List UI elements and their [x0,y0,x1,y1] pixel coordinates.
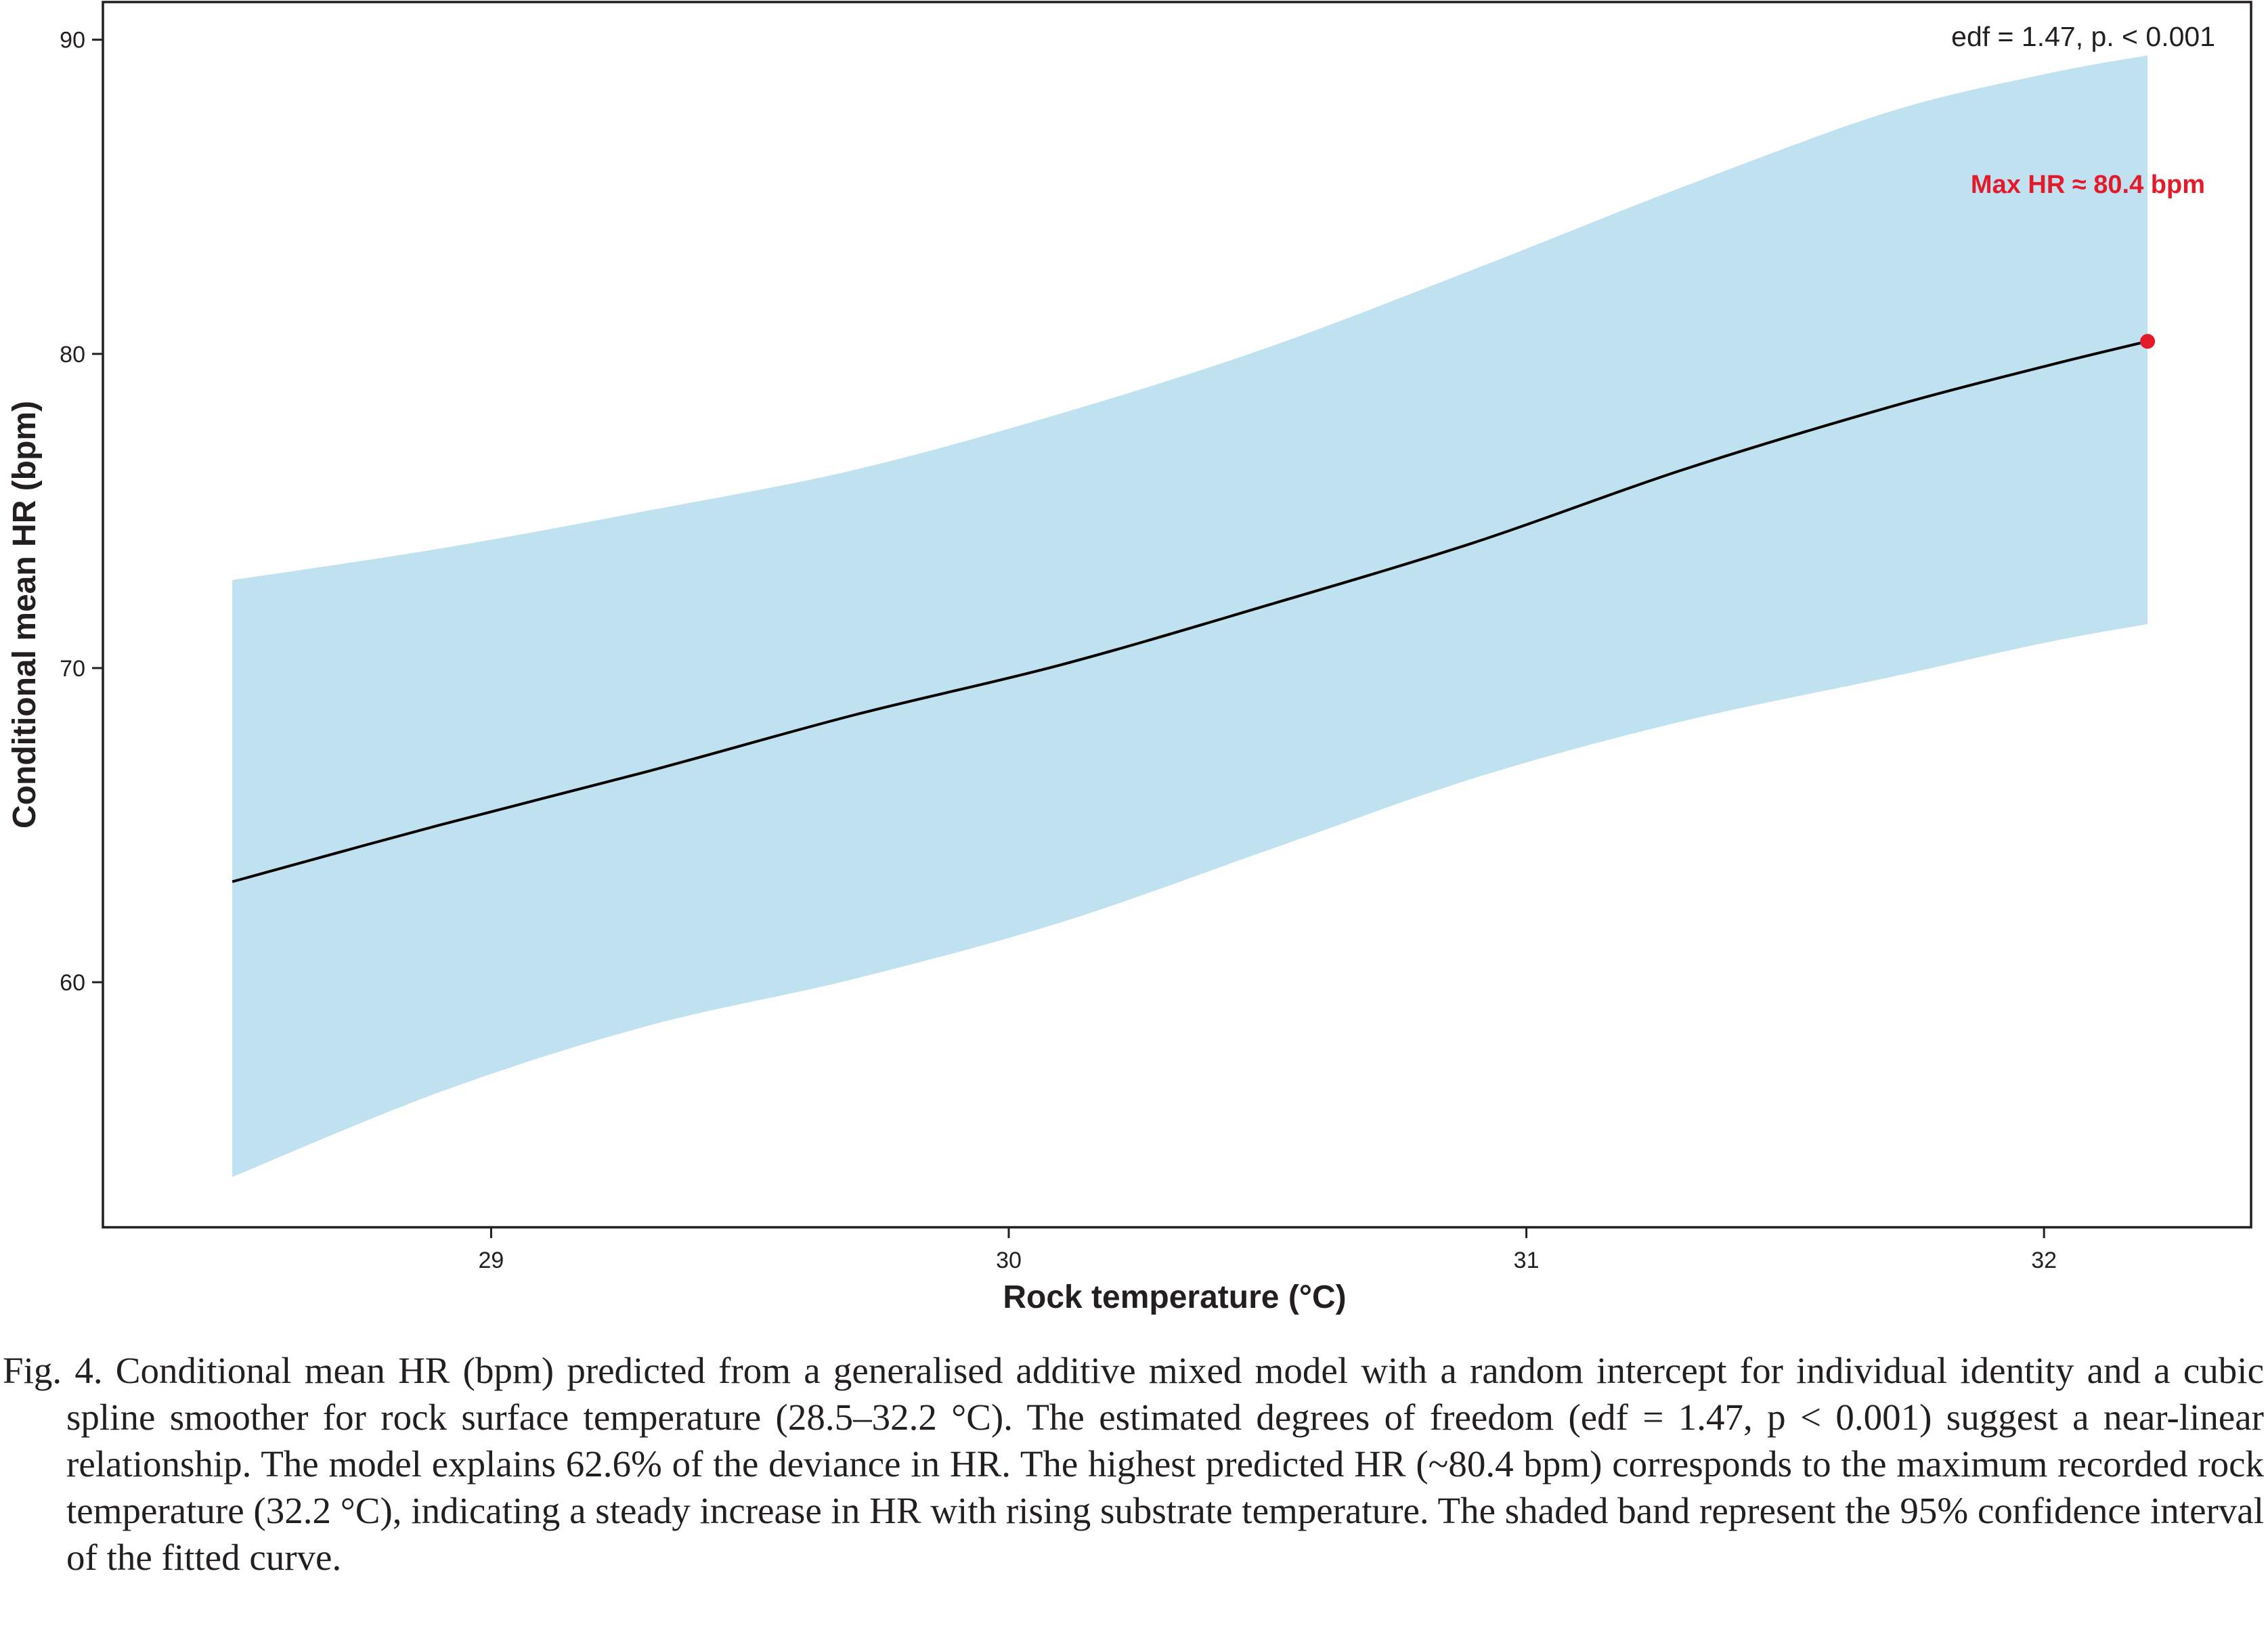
gam-chart: 29 30 31 32 60 70 80 90 edf = 1.47, p. < 0.001… [7,1,2252,1315]
figure-caption: Fig. 4. Conditional mean HR (bpm) predic… [3,1350,2264,1578]
stats-annotation: edf = 1.47, p. < 0.001 [1951,21,2215,52]
x-tick-label: 32 [2031,1248,2057,1273]
y-tick-label: 60 [60,970,85,996]
max-hr-annotation: Max HR ≈ 80.4 bpm [1971,171,2205,199]
x-tick-label: 29 [479,1248,504,1273]
y-tick-label: 90 [60,28,85,53]
x-tick-label: 31 [1514,1248,1540,1273]
y-tick-label: 80 [60,342,85,368]
x-tick-label: 30 [996,1248,1022,1273]
x-axis: 29 30 31 32 [479,1227,2057,1273]
y-axis-title: Conditional mean HR (bpm) [7,401,43,829]
fitted-line [232,340,2148,883]
y-axis: 60 70 80 90 [60,28,103,996]
x-axis-title: Rock temperature (°C) [1003,1279,1346,1315]
max-hr-point [2140,334,2156,349]
y-tick-label: 70 [60,656,85,682]
confidence-band [232,55,2148,1177]
plot-frame [102,1,2252,1229]
